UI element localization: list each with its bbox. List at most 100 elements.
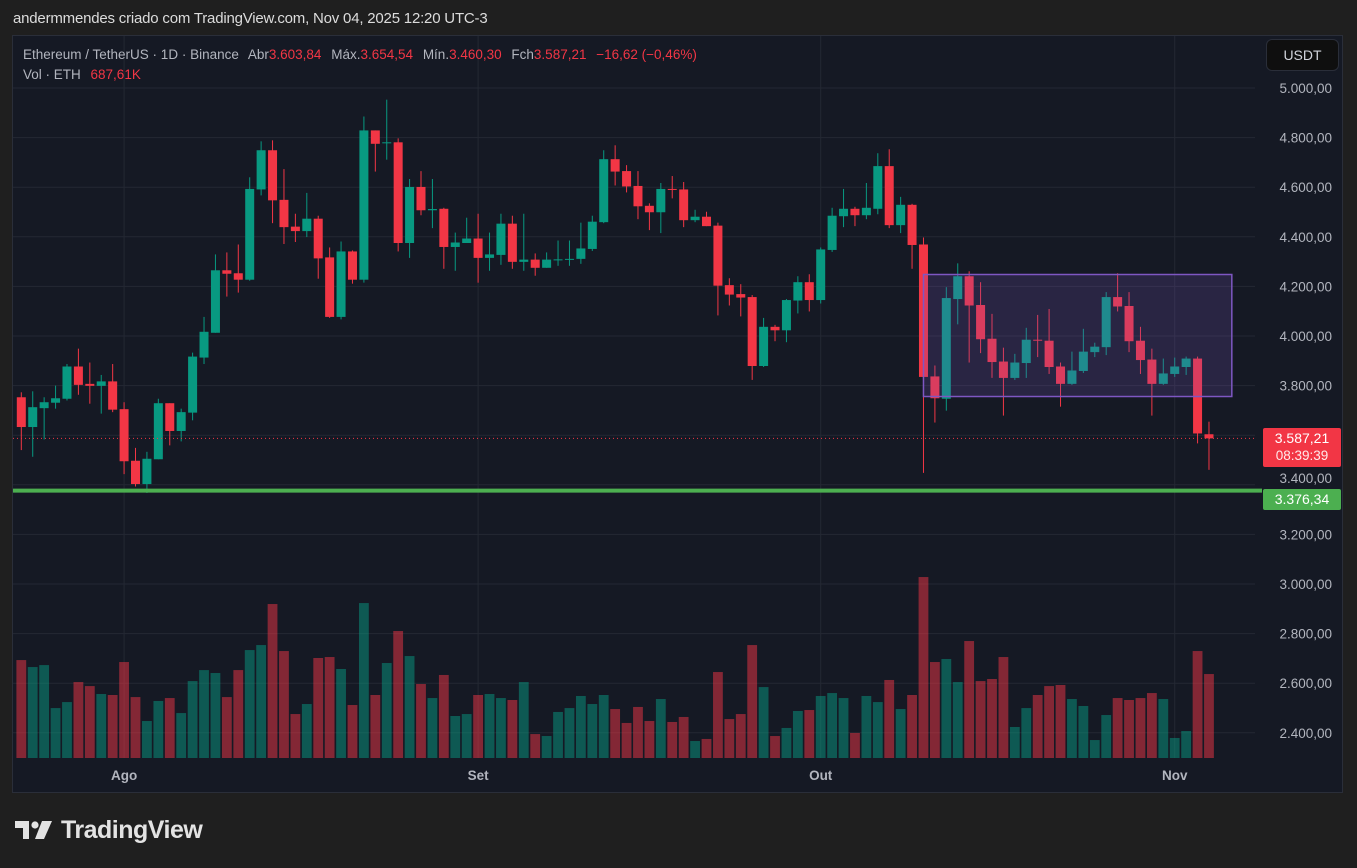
candle-body bbox=[998, 361, 1008, 378]
candle-body bbox=[622, 171, 632, 187]
candle-body bbox=[153, 403, 163, 460]
volume-bar bbox=[142, 721, 152, 758]
candle-body bbox=[62, 366, 72, 399]
volume-bar bbox=[62, 702, 72, 758]
candle-body bbox=[485, 254, 495, 258]
volume-bar bbox=[701, 738, 712, 758]
volume-bar bbox=[747, 645, 758, 758]
volume-bar bbox=[930, 662, 940, 758]
candle-body bbox=[473, 238, 483, 258]
chart-panel[interactable] bbox=[12, 35, 1343, 793]
volume-bar bbox=[907, 694, 917, 758]
horizontal-line-label[interactable]: 3.376,34 bbox=[1263, 489, 1341, 510]
volume-bar bbox=[199, 670, 209, 758]
candle-body bbox=[644, 205, 654, 213]
candle-body bbox=[450, 242, 460, 247]
volume-bar bbox=[1158, 699, 1169, 758]
volume-bar bbox=[667, 721, 678, 758]
currency-button[interactable]: USDT bbox=[1266, 39, 1339, 71]
volume-bar bbox=[461, 714, 472, 758]
high-value: 3.654,54 bbox=[360, 47, 414, 62]
candle-body bbox=[233, 273, 243, 280]
candle-body bbox=[667, 188, 677, 190]
candle-body bbox=[747, 297, 757, 367]
y-tick-label: 3.800,00 bbox=[1279, 379, 1332, 394]
volume-bar bbox=[587, 704, 598, 758]
candle-body bbox=[28, 407, 38, 428]
last-price-label: 3.587,21 08:39:39 bbox=[1263, 428, 1341, 467]
candle-body bbox=[861, 207, 871, 216]
volume-bar bbox=[598, 694, 609, 758]
symbol-title[interactable]: Ethereum / TetherUS · 1D · Binance bbox=[23, 47, 239, 62]
volume-bar bbox=[107, 694, 118, 758]
candle-body bbox=[427, 209, 437, 211]
volume-bar bbox=[1089, 740, 1100, 758]
candle-body bbox=[279, 199, 289, 228]
tradingview-logo-icon bbox=[15, 820, 52, 839]
volume-bar bbox=[176, 713, 187, 758]
volume-label[interactable]: Vol · ETH bbox=[23, 67, 81, 82]
volume-bar bbox=[655, 699, 666, 758]
volume-bar bbox=[381, 663, 392, 758]
candle-body bbox=[896, 204, 906, 226]
close-value: 3.587,21 bbox=[533, 47, 587, 62]
volume-bar bbox=[1021, 708, 1032, 758]
y-tick-label: 3.400,00 bbox=[1279, 471, 1332, 486]
brand-name: TradingView bbox=[61, 816, 203, 844]
volume-bar bbox=[27, 667, 38, 758]
volume-bar bbox=[84, 686, 95, 758]
y-tick-label: 2.600,00 bbox=[1279, 676, 1332, 691]
volume-bar bbox=[758, 687, 769, 758]
candle-body bbox=[1147, 359, 1157, 384]
change-value: −16,62 (−0,46%) bbox=[596, 47, 697, 62]
volume-bar bbox=[324, 657, 335, 758]
volume-bar bbox=[1146, 693, 1157, 758]
candle-body bbox=[873, 166, 883, 209]
volume-bar bbox=[73, 682, 84, 758]
candle-body bbox=[108, 381, 118, 410]
volume-bar bbox=[1204, 674, 1214, 758]
candle-body bbox=[610, 159, 620, 172]
candle-body bbox=[1010, 362, 1020, 378]
candle-body bbox=[302, 218, 312, 232]
volume-bar bbox=[301, 704, 312, 758]
candle-body bbox=[16, 397, 26, 428]
bar-countdown: 08:39:39 bbox=[1275, 448, 1329, 463]
volume-bar bbox=[1169, 737, 1180, 758]
candle-body bbox=[759, 326, 769, 367]
volume-bar bbox=[496, 698, 506, 758]
time-axis: Ago Set Out Nov bbox=[111, 768, 1188, 783]
volume-value: 687,61K bbox=[90, 67, 141, 82]
volume-bar bbox=[998, 657, 1009, 758]
candle-body bbox=[176, 412, 186, 431]
volume-bar bbox=[450, 715, 461, 758]
candle-body bbox=[359, 130, 369, 280]
candle-body bbox=[964, 276, 974, 306]
volume-bar bbox=[438, 674, 449, 758]
volume-bar bbox=[1044, 686, 1054, 758]
volume-bar bbox=[541, 736, 552, 758]
volume-bar bbox=[1124, 700, 1134, 758]
candle-body bbox=[530, 259, 540, 268]
candle-body bbox=[519, 259, 529, 262]
candle-body bbox=[347, 251, 357, 280]
y-tick-label: 2.400,00 bbox=[1279, 726, 1332, 741]
y-tick-label: 3.000,00 bbox=[1279, 577, 1332, 592]
candle-body bbox=[51, 398, 61, 403]
candle-body bbox=[850, 208, 860, 216]
volume-bar bbox=[1009, 726, 1020, 758]
candle-body bbox=[1021, 339, 1031, 364]
candle-body bbox=[165, 403, 175, 431]
candle-body bbox=[941, 298, 951, 399]
candle-body bbox=[188, 356, 198, 413]
tradingview-logo[interactable]: TradingView bbox=[15, 816, 203, 845]
volume-bar bbox=[781, 727, 792, 758]
candle-body bbox=[96, 381, 106, 386]
volume-bar bbox=[359, 603, 369, 758]
volume-bar bbox=[256, 645, 267, 758]
volume-bar bbox=[1055, 684, 1066, 758]
candle-body bbox=[816, 249, 826, 301]
volume-bar bbox=[50, 708, 61, 758]
candle-body bbox=[199, 331, 209, 358]
